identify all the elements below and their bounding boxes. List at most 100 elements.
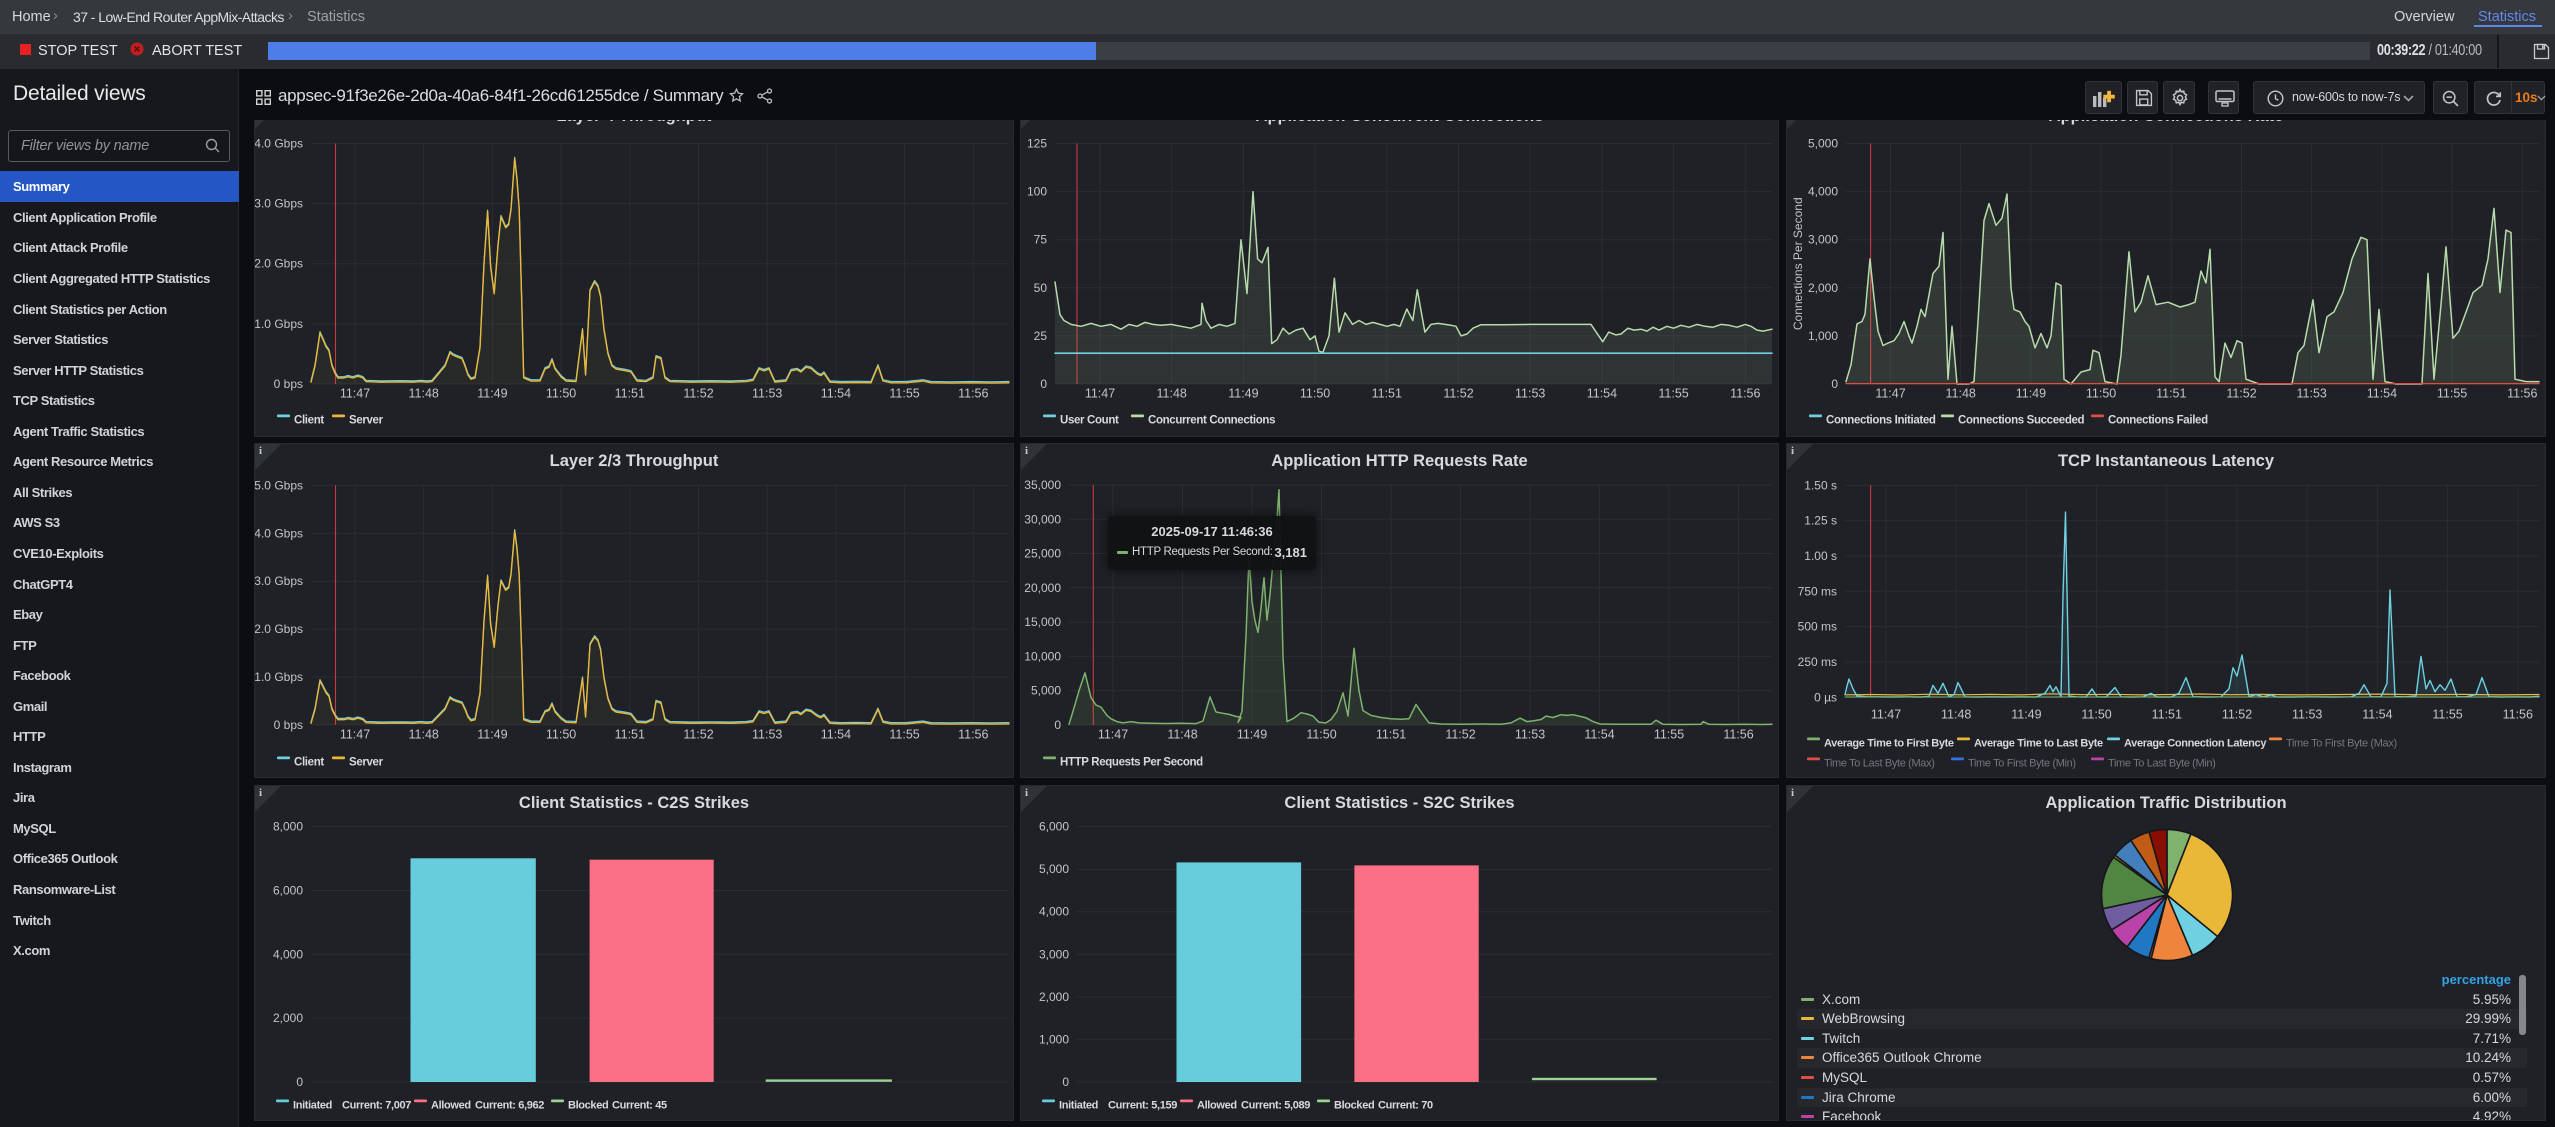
svg-text:5.0 Gbps: 5.0 Gbps: [255, 478, 303, 492]
svg-text:11:51: 11:51: [1376, 728, 1406, 742]
svg-text:Average Connection Latency: Average Connection Latency: [2124, 738, 2267, 750]
svg-text:Time To First Byte (Max): Time To First Byte (Max): [2286, 738, 2397, 750]
svg-text:3,000: 3,000: [1808, 233, 1838, 247]
svg-text:11:49: 11:49: [477, 387, 507, 401]
svg-text:11:51: 11:51: [615, 728, 645, 742]
svg-text:11:56: 11:56: [1723, 728, 1753, 742]
svg-text:11:53: 11:53: [752, 387, 782, 401]
svg-text:75: 75: [1034, 233, 1048, 247]
svg-text:4.0 Gbps: 4.0 Gbps: [255, 137, 303, 151]
svg-text:3.0 Gbps: 3.0 Gbps: [255, 574, 303, 588]
svg-text:11:53: 11:53: [2292, 708, 2322, 722]
svg-text:2.0 Gbps: 2.0 Gbps: [255, 257, 303, 271]
svg-text:4,000: 4,000: [1039, 905, 1069, 919]
svg-text:Initiated: Initiated: [1059, 1100, 1098, 1112]
svg-text:35,000: 35,000: [1024, 478, 1061, 492]
svg-text:Concurrent Connections: Concurrent Connections: [1148, 415, 1275, 427]
svg-text:1.00 s: 1.00 s: [1804, 549, 1837, 563]
svg-text:4.0 Gbps: 4.0 Gbps: [255, 526, 303, 540]
svg-text:11:54: 11:54: [2362, 708, 2392, 722]
svg-text:0: 0: [1054, 718, 1061, 732]
svg-text:11:55: 11:55: [1654, 728, 1684, 742]
svg-text:4,000: 4,000: [1808, 185, 1838, 199]
svg-text:11:51: 11:51: [2156, 387, 2186, 401]
svg-text:11:53: 11:53: [2297, 387, 2327, 401]
svg-text:11:55: 11:55: [1658, 387, 1688, 401]
svg-text:11:54: 11:54: [821, 387, 851, 401]
svg-text:30,000: 30,000: [1024, 512, 1061, 526]
svg-text:11:51: 11:51: [2152, 708, 2182, 722]
svg-text:2,000: 2,000: [273, 1011, 303, 1025]
svg-text:2.0 Gbps: 2.0 Gbps: [255, 622, 303, 636]
svg-text:11:51: 11:51: [615, 387, 645, 401]
svg-text:Blocked: Blocked: [568, 1100, 608, 1112]
svg-text:Connections Initiated: Connections Initiated: [1826, 415, 1936, 427]
svg-text:11:50: 11:50: [1306, 728, 1336, 742]
svg-text:100: 100: [1027, 185, 1047, 199]
svg-text:11:54: 11:54: [821, 728, 851, 742]
svg-text:11:47: 11:47: [1875, 387, 1905, 401]
svg-text:11:56: 11:56: [958, 387, 988, 401]
svg-text:11:54: 11:54: [1584, 728, 1614, 742]
svg-text:1,000: 1,000: [1039, 1032, 1069, 1046]
svg-text:8,000: 8,000: [273, 820, 303, 834]
svg-text:11:48: 11:48: [1946, 387, 1976, 401]
svg-text:500 ms: 500 ms: [1798, 620, 1837, 634]
svg-text:Initiated: Initiated: [293, 1100, 332, 1112]
svg-text:11:50: 11:50: [546, 728, 576, 742]
svg-text:11:53: 11:53: [752, 728, 782, 742]
svg-text:2,000: 2,000: [1808, 281, 1838, 295]
svg-text:0: 0: [1062, 1075, 1069, 1089]
svg-text:3,000: 3,000: [1039, 947, 1069, 961]
svg-text:Time To First Byte (Min): Time To First Byte (Min): [1968, 758, 2076, 770]
svg-text:Current: 5,159: Current: 5,159: [1108, 1100, 1177, 1112]
svg-text:0 bps: 0 bps: [274, 377, 303, 391]
svg-text:User Count: User Count: [1060, 415, 1119, 427]
svg-text:10,000: 10,000: [1024, 649, 1061, 663]
svg-text:Server: Server: [349, 415, 384, 427]
svg-text:11:47: 11:47: [340, 387, 370, 401]
svg-text:1,000: 1,000: [1808, 329, 1838, 343]
svg-text:3.0 Gbps: 3.0 Gbps: [255, 197, 303, 211]
svg-text:11:54: 11:54: [2367, 387, 2397, 401]
svg-text:250 ms: 250 ms: [1798, 655, 1837, 669]
svg-text:Allowed: Allowed: [1197, 1100, 1237, 1112]
svg-text:11:48: 11:48: [409, 728, 439, 742]
svg-text:11:48: 11:48: [1167, 728, 1197, 742]
svg-text:Current: 6,962: Current: 6,962: [475, 1100, 544, 1112]
svg-text:11:54: 11:54: [1587, 387, 1617, 401]
svg-text:11:47: 11:47: [340, 728, 370, 742]
svg-text:6,000: 6,000: [273, 884, 303, 898]
svg-text:11:52: 11:52: [1445, 728, 1475, 742]
svg-text:11:52: 11:52: [683, 728, 713, 742]
svg-text:11:49: 11:49: [2016, 387, 2046, 401]
svg-text:11:50: 11:50: [546, 387, 576, 401]
svg-text:5,000: 5,000: [1808, 137, 1838, 151]
svg-text:0: 0: [296, 1075, 303, 1089]
svg-text:125: 125: [1027, 137, 1047, 151]
svg-text:2,000: 2,000: [1039, 990, 1069, 1004]
svg-text:Connections Per Second: Connections Per Second: [1791, 197, 1805, 330]
svg-text:Allowed: Allowed: [431, 1100, 471, 1112]
svg-text:1.0 Gbps: 1.0 Gbps: [255, 317, 303, 331]
svg-text:1.50 s: 1.50 s: [1804, 478, 1837, 492]
svg-text:Server: Server: [349, 757, 384, 769]
svg-text:5,000: 5,000: [1031, 684, 1061, 698]
svg-text:Client: Client: [294, 757, 324, 769]
svg-text:11:53: 11:53: [1515, 387, 1545, 401]
svg-text:11:47: 11:47: [1085, 387, 1115, 401]
svg-text:Current: 7,007: Current: 7,007: [342, 1100, 411, 1112]
svg-text:1.0 Gbps: 1.0 Gbps: [255, 670, 303, 684]
svg-text:Time To Last Byte (Max): Time To Last Byte (Max): [1824, 758, 1935, 770]
svg-text:11:52: 11:52: [2222, 708, 2252, 722]
svg-text:20,000: 20,000: [1024, 581, 1061, 595]
svg-text:11:52: 11:52: [683, 387, 713, 401]
svg-text:11:56: 11:56: [2503, 708, 2533, 722]
svg-text:11:50: 11:50: [2086, 387, 2116, 401]
svg-text:Current: 70: Current: 70: [1378, 1100, 1433, 1112]
svg-text:25: 25: [1034, 329, 1048, 343]
svg-text:Connections Failed: Connections Failed: [2108, 415, 2208, 427]
svg-text:11:56: 11:56: [1730, 387, 1760, 401]
svg-text:11:50: 11:50: [1300, 387, 1330, 401]
svg-text:750 ms: 750 ms: [1798, 584, 1837, 598]
